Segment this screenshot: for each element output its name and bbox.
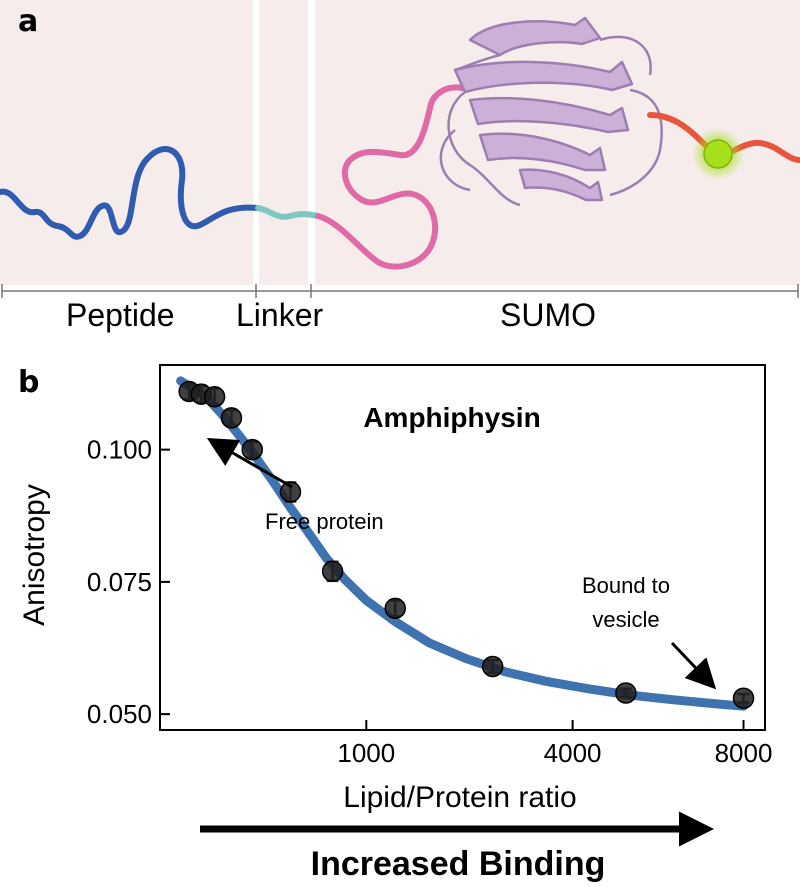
segment-bracket xyxy=(1,284,799,298)
x-tick-label: 4000 xyxy=(544,738,602,768)
x-axis: 1000 4000 8000 xyxy=(337,720,772,768)
sumo-folded-domain xyxy=(439,16,663,207)
data-point xyxy=(220,407,243,429)
data-point xyxy=(481,655,504,678)
bound-arrow xyxy=(670,641,717,690)
plot-frame xyxy=(159,364,766,731)
segment-label-linker: Linker xyxy=(236,297,324,333)
data-marker xyxy=(321,560,344,583)
x-axis-label: Lipid/Protein ratio xyxy=(343,781,576,814)
data-point xyxy=(732,687,755,710)
data-marker xyxy=(241,438,264,461)
y-tick-label: 0.100 xyxy=(87,435,152,465)
linker-region xyxy=(259,0,308,285)
data-marker xyxy=(203,385,226,408)
anisotropy-chart: 0.050 0.075 0.100 1000 4000 8000 Amphiphysin… xyxy=(18,364,772,883)
x-tick-label: 8000 xyxy=(715,738,773,768)
y-tick-label: 0.075 xyxy=(87,567,152,597)
panel-b-letter: b xyxy=(18,365,40,400)
y-tick-label: 0.050 xyxy=(87,699,152,729)
y-axis-label: Anisotropy xyxy=(18,484,51,626)
data-point xyxy=(203,385,226,408)
panel-a-letter: a xyxy=(18,4,39,39)
peptide-chain xyxy=(0,146,261,240)
y-axis: 0.050 0.075 0.100 xyxy=(87,435,170,729)
data-marker xyxy=(279,481,302,503)
segment-label-sumo: SUMO xyxy=(500,297,596,333)
annotation-free-protein: Free protein xyxy=(265,509,384,534)
data-marker xyxy=(732,687,755,710)
data-marker xyxy=(384,597,406,620)
x-tick-label: 1000 xyxy=(337,738,395,768)
linker-chain xyxy=(255,205,321,220)
sumo-loop xyxy=(315,84,465,270)
annotation-bound-line2: vesicle xyxy=(592,607,659,632)
panel-a: a Peptide Linker SUMO xyxy=(0,0,800,340)
data-points xyxy=(178,380,755,710)
annotation-bound-line1: Bound to xyxy=(582,573,670,598)
data-marker xyxy=(481,655,504,678)
data-marker xyxy=(615,682,637,704)
segment-label-peptide: Peptide xyxy=(66,297,175,333)
panel-b: b 0.050 0.075 0.100 1000 4000 8000 Amphiphys… xyxy=(0,345,800,883)
chart-title: Amphiphysin xyxy=(363,402,540,433)
data-point xyxy=(615,682,637,704)
increased-binding-label: Increased Binding xyxy=(311,845,606,882)
data-marker xyxy=(220,407,243,429)
construct-diagram xyxy=(0,0,800,298)
fluorophore xyxy=(703,139,733,169)
data-point xyxy=(241,438,264,461)
peptide-region xyxy=(0,0,253,285)
data-point xyxy=(321,560,344,583)
free-protein-arrow xyxy=(206,438,293,489)
data-point xyxy=(384,597,406,620)
